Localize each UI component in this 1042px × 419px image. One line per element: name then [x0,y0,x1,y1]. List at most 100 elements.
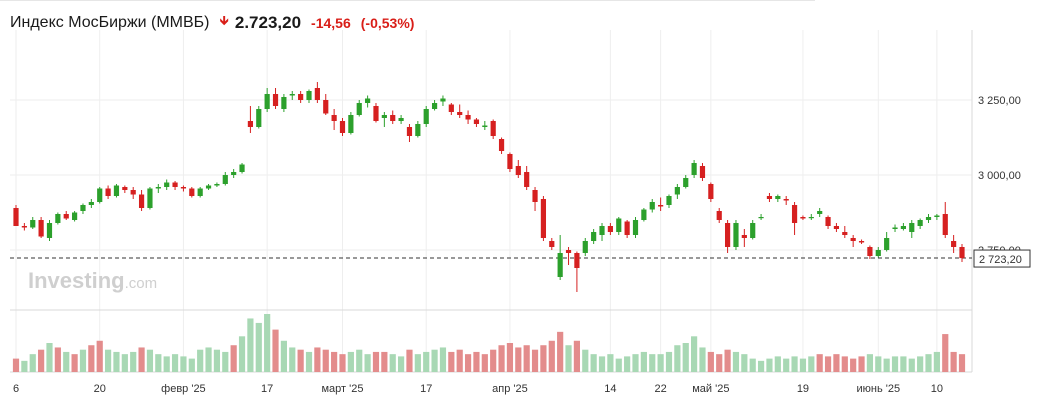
candle-body[interactable] [817,211,823,214]
candle-body[interactable] [574,253,580,268]
candle-body[interactable] [884,238,890,250]
candle-body[interactable] [289,94,295,96]
candle-body[interactable] [122,187,128,190]
candle-body[interactable] [164,182,170,188]
candle-body[interactable] [607,226,613,232]
candle-body[interactable] [842,232,848,235]
candle-body[interactable] [147,188,153,209]
candle-body[interactable] [490,121,496,136]
candle-body[interactable] [724,223,731,247]
candle-body[interactable] [448,104,454,113]
candle-body[interactable] [306,91,312,100]
candle-body[interactable] [557,253,563,277]
candle-body[interactable] [951,241,957,247]
candle-body[interactable] [892,227,898,230]
candle-body[interactable] [900,226,906,229]
candle-body[interactable] [390,115,396,121]
candle-body[interactable] [850,238,856,241]
candle-body[interactable] [331,115,337,121]
candle-body[interactable] [172,182,178,188]
candle-body[interactable] [465,115,471,120]
candle-body[interactable] [46,223,53,238]
candle-body[interactable] [21,226,27,228]
candle-body[interactable] [716,211,722,220]
candle-body[interactable] [750,223,756,238]
candle-body[interactable] [942,214,948,235]
candle-body[interactable] [381,115,387,118]
candle-body[interactable] [180,187,187,189]
candle-body[interactable] [766,196,773,199]
candle-body[interactable] [264,94,270,109]
candle-body[interactable] [624,221,630,236]
candle-body[interactable] [30,220,36,228]
candle-body[interactable] [231,172,237,175]
candle-body[interactable] [833,226,840,229]
candle-body[interactable] [72,212,78,221]
candle-body[interactable] [683,178,689,187]
candle-body[interactable] [423,109,429,124]
candle-body[interactable] [138,194,145,209]
candle-body[interactable] [616,218,622,233]
candle-body[interactable] [239,164,245,173]
candle-body[interactable] [498,139,505,151]
candle-body[interactable] [649,202,655,210]
candle-body[interactable] [741,235,747,238]
candle-body[interactable] [348,115,354,133]
candle-body[interactable] [323,100,329,114]
candle-body[interactable] [532,190,538,202]
candle-body[interactable] [482,125,488,128]
candle-body[interactable] [398,118,404,121]
candle-body[interactable] [565,250,572,253]
candle-body[interactable] [758,217,764,219]
candle-body[interactable] [699,166,706,178]
candle-body[interactable] [775,196,781,199]
candle-body[interactable] [599,226,605,235]
candle-body[interactable] [415,124,421,136]
candle-body[interactable] [38,220,44,237]
candle-body[interactable] [356,103,362,115]
candle-body[interactable] [189,188,195,197]
candle-body[interactable] [825,217,831,226]
candle-body[interactable] [791,205,798,223]
candle-body[interactable] [674,187,680,195]
candle-body[interactable] [582,241,588,253]
candle-body[interactable] [808,217,814,219]
candle-body[interactable] [959,247,965,259]
candle-body[interactable] [339,121,346,133]
candle-body[interactable] [457,112,463,115]
candle-body[interactable] [63,214,69,219]
candle-body[interactable] [867,247,873,256]
candle-body[interactable] [105,188,111,197]
candle-body[interactable] [155,187,161,189]
candle-body[interactable] [431,103,438,109]
candle-body[interactable] [800,217,806,219]
candle-body[interactable] [909,223,915,232]
candle-body[interactable] [473,119,480,125]
candle-body[interactable] [130,190,136,195]
candle-body[interactable] [13,208,19,226]
candle-body[interactable] [440,98,446,102]
candle-body[interactable] [708,184,714,199]
candle-body[interactable] [591,232,597,241]
candle-body[interactable] [365,98,371,104]
candle-body[interactable] [113,185,120,197]
candle-body[interactable] [272,94,279,106]
candle-body[interactable] [373,106,379,121]
candle-body[interactable] [691,163,697,175]
candle-body[interactable] [733,223,739,247]
candle-body[interactable] [406,127,413,136]
candle-body[interactable] [97,188,103,203]
candle-body[interactable] [197,188,203,197]
candle-body[interactable] [55,214,61,223]
candle-body[interactable] [281,97,287,109]
candle-body[interactable] [205,185,212,189]
candle-body[interactable] [875,250,881,256]
candle-body[interactable] [88,202,94,205]
candle-body[interactable] [256,109,262,127]
candle-body[interactable] [925,217,932,220]
candle-body[interactable] [549,241,555,247]
candle-body[interactable] [298,94,304,100]
candle-body[interactable] [632,220,639,235]
candle-body[interactable] [222,175,228,184]
